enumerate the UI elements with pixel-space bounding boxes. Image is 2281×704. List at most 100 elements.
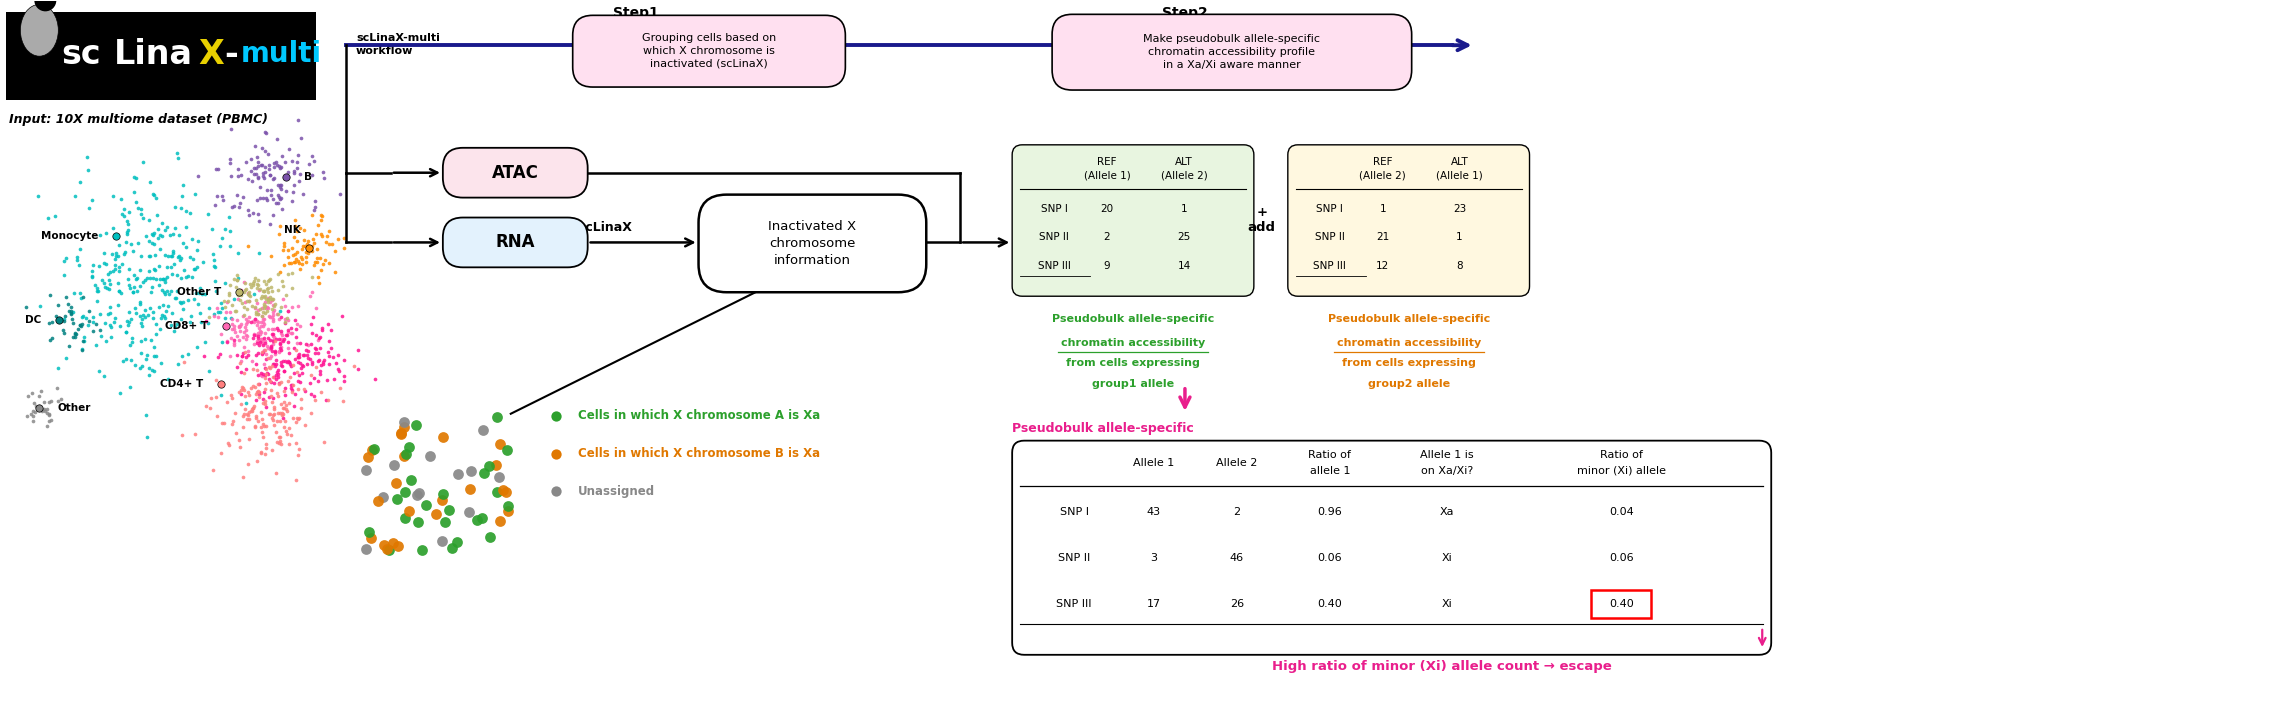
Point [32,415,68,426]
Point [62,243,98,254]
Point [89,269,125,280]
Point [253,169,290,180]
Point [287,256,324,267]
Point [192,393,228,404]
Point [240,365,276,376]
Point [281,149,317,161]
Point [438,536,474,548]
Point [48,252,84,263]
Point [244,310,281,321]
Point [112,263,148,274]
Point [308,230,344,241]
Point [230,204,267,215]
Point [144,273,180,284]
Point [290,346,326,357]
Point [267,318,303,329]
Point [224,381,260,392]
Point [240,331,276,342]
Point [269,306,306,317]
Point [433,542,470,553]
Point [269,406,306,417]
Point [167,357,203,368]
Point [251,362,287,373]
Point [244,339,281,351]
Point [198,374,235,385]
Point [255,372,292,383]
Point [226,408,262,420]
Point [212,226,249,237]
Point [292,353,328,364]
Point [326,233,363,244]
Point [78,282,114,294]
Point [255,310,292,321]
Point [246,161,283,172]
Point [237,294,274,306]
Point [57,191,94,202]
Point [388,448,424,460]
Point [299,375,335,386]
Point [294,356,331,367]
Point [262,326,299,337]
Point [258,358,294,370]
Point [244,368,281,379]
Point [255,403,292,415]
Point [240,391,276,403]
Point [137,319,173,330]
Point [94,331,130,342]
Point [141,279,178,291]
Point [198,391,235,402]
Point [255,334,292,346]
Point [310,239,347,250]
Point [198,163,235,175]
Point [249,401,285,413]
Point [55,313,91,325]
Point [9,390,46,401]
Point [255,313,292,325]
Point [16,397,52,408]
Point [182,282,219,294]
Point [385,416,422,427]
Point [246,278,283,289]
Point [132,287,169,298]
Point [244,334,281,345]
Point [153,286,189,297]
Point [160,270,196,281]
Point [221,386,258,398]
Point [251,342,287,353]
Point [269,315,306,326]
Point [41,363,78,374]
Point [130,431,167,442]
Point [237,358,274,369]
Point [62,176,98,187]
Point [119,308,155,319]
Text: SNP I: SNP I [1040,203,1068,213]
Point [98,231,135,242]
Point [212,170,249,181]
Point [297,347,333,358]
Text: scLinaX: scLinaX [579,221,632,234]
Point [278,416,315,427]
Point [78,318,114,329]
Point [180,298,217,310]
Point [287,339,324,350]
Point [276,354,312,365]
Point [128,311,164,322]
Point [278,318,315,329]
Point [180,341,217,353]
Point [203,417,240,429]
Text: Other T: Other T [178,287,221,297]
Point [141,230,178,241]
Point [57,329,94,340]
Point [75,279,112,291]
FancyBboxPatch shape [443,148,588,198]
Text: chromatin accessibility: chromatin accessibility [1061,338,1204,348]
Point [347,543,383,554]
Point [240,386,276,398]
Point [123,313,160,325]
Point [64,310,100,322]
Point [246,439,283,450]
Point [253,444,290,455]
Point [214,324,251,335]
Point [212,313,249,324]
Point [68,151,105,163]
